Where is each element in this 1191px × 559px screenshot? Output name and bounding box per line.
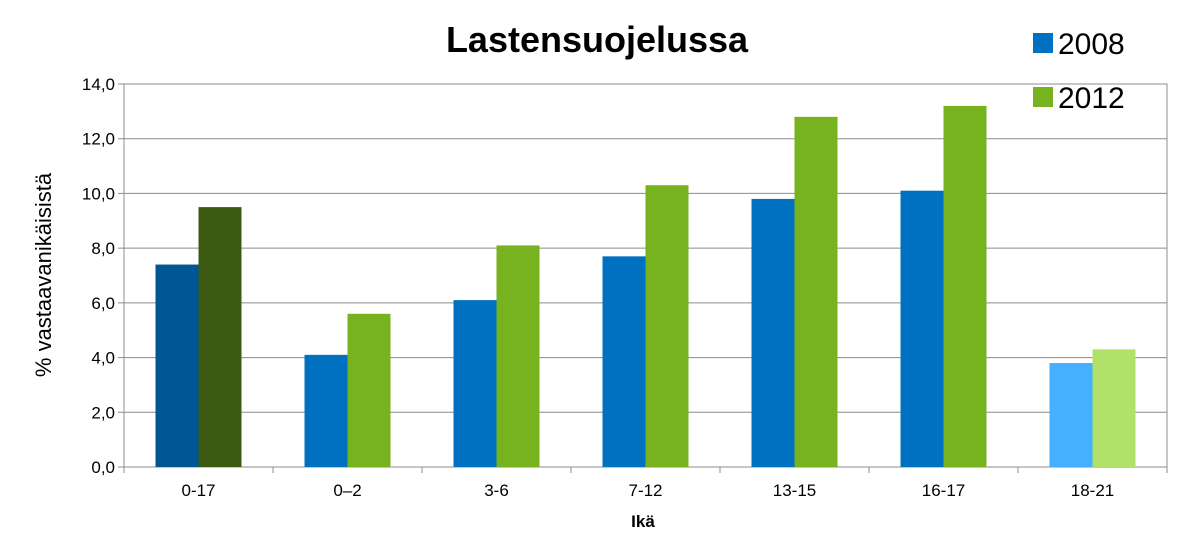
bars: [155, 105, 1136, 467]
x-axis-label: Ikä: [631, 512, 655, 531]
legend-label-2008: 2008: [1058, 28, 1125, 61]
y-axis-label: % vastaavanikäisistä: [31, 172, 56, 377]
x-tick-label: 13-15: [773, 481, 816, 500]
y-tick-label: 12,0: [82, 130, 115, 149]
x-tick-label: 18-21: [1071, 481, 1114, 500]
y-tick-label: 10,0: [82, 184, 115, 203]
legend-label-2012: 2012: [1058, 82, 1125, 115]
y-tick-label: 8,0: [91, 239, 115, 258]
y-tick-label: 4,0: [91, 349, 115, 368]
bar-2008-0–2: [304, 354, 348, 467]
bar-2012-16-17: [943, 105, 987, 467]
bar-2008-0-17: [155, 264, 199, 467]
y-tick-label: 6,0: [91, 294, 115, 313]
chart-title: Lastensuojelussa: [446, 19, 749, 60]
legend: 2008 2012: [1033, 28, 1125, 115]
bar-2012-7-12: [645, 185, 689, 467]
bar-2008-3-6: [453, 300, 497, 467]
bar-2012-13-15: [794, 116, 838, 467]
y-tick-label: 14,0: [82, 75, 115, 94]
bar-2008-7-12: [602, 256, 646, 467]
bar-2012-3-6: [496, 245, 540, 467]
x-tick-label: 0–2: [333, 481, 361, 500]
y-axis: 0,0 2,0 4,0 6,0 8,0 10,0 12,0 14,0: [82, 75, 124, 477]
x-tick-label: 7-12: [628, 481, 662, 500]
bar-2008-16-17: [900, 190, 944, 467]
legend-swatch-2008: [1033, 33, 1053, 53]
x-tick-label: 3-6: [484, 481, 509, 500]
bar-2008-13-15: [751, 198, 795, 467]
y-tick-label: 0,0: [91, 458, 115, 477]
bar-2008-18-21: [1049, 363, 1093, 467]
bar-2012-0-17: [198, 207, 242, 467]
x-tick-label: 16-17: [922, 481, 965, 500]
bar-2012-0–2: [347, 313, 391, 467]
bar-2012-18-21: [1092, 349, 1136, 467]
legend-swatch-2012: [1033, 87, 1053, 107]
x-tick-label: 0-17: [181, 481, 215, 500]
x-axis: 0-17 0–2 3-6 7-12 13-15 16-17 18-21: [123, 467, 1168, 500]
y-tick-label: 2,0: [91, 403, 115, 422]
